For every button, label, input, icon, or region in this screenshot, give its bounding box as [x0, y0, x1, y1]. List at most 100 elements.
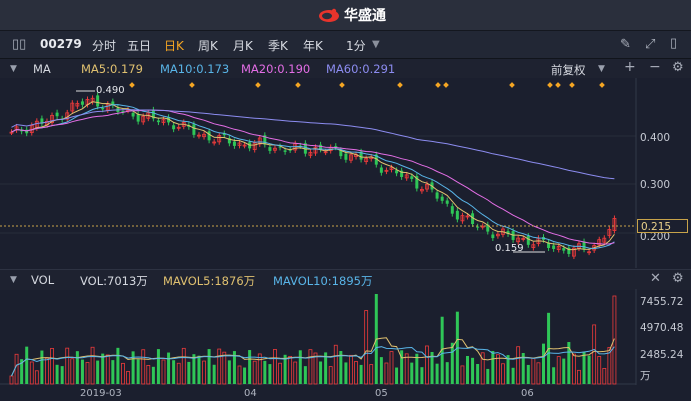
tab-monthly-k[interactable]: 月K [233, 39, 253, 53]
vol-collapse-chevron-icon[interactable]: ▼ [10, 275, 17, 285]
collapse-chevron-icon[interactable]: ▼ [10, 64, 17, 74]
volume-bar [161, 359, 166, 385]
tab-yearly-k[interactable]: 年K [303, 39, 323, 53]
volume-bar [592, 324, 597, 385]
panel-toggle-icon[interactable]: ▯ [670, 35, 678, 50]
fullscreen-icon[interactable]: ⤢ [645, 36, 656, 51]
candle-body [415, 176, 419, 189]
tab-daily-k[interactable]: 日K [164, 39, 184, 53]
ma20-value: MA20:0.190 [241, 62, 311, 76]
event-marker-icon [599, 82, 605, 88]
volume-bar [319, 361, 323, 384]
candle-body [278, 146, 282, 148]
candle-body [197, 134, 201, 137]
ma10-line [11, 104, 615, 250]
volume-bar [298, 350, 302, 384]
candle-body [257, 137, 262, 145]
candle-body [96, 95, 100, 107]
vol-settings-gear-icon[interactable]: ⚙ [672, 271, 684, 286]
candle-body [582, 241, 586, 250]
candle-body [349, 154, 353, 161]
candle-body [455, 210, 459, 220]
current-price-tag: 0.215 [637, 219, 688, 233]
tab-weekly-k[interactable]: 周K [198, 39, 218, 53]
event-marker-icon [295, 82, 301, 88]
volume-bar [354, 361, 358, 385]
ma5-line [11, 101, 615, 251]
candle-body [480, 225, 485, 228]
settings-gear-icon[interactable]: ⚙ [672, 60, 684, 75]
volume-bar [151, 366, 155, 384]
volume-bar [491, 350, 495, 384]
volume-bar [75, 351, 79, 384]
tab-intraday[interactable]: 分时 [92, 39, 117, 53]
tab-five-day[interactable]: 五日 [127, 39, 152, 53]
price-chart[interactable] [0, 78, 691, 268]
vol-axis-label-2485: 2485.24 [640, 349, 684, 361]
volume-bar [141, 349, 146, 385]
volume-bar [445, 362, 449, 384]
app-title: 华盛通 [344, 8, 386, 24]
close-icon[interactable]: ✕ [650, 271, 661, 286]
volume-bar [531, 357, 536, 385]
candle-body [283, 150, 287, 152]
candle-body [176, 126, 181, 129]
volume-bar [308, 349, 313, 385]
candle-body [141, 115, 146, 123]
volume-bar [511, 367, 515, 384]
tab-quarterly-k[interactable]: 季K [268, 39, 288, 53]
ma60-value: MA60:0.291 [326, 62, 396, 76]
chevron-down-icon[interactable]: ▼ [372, 39, 380, 50]
ma-legend-bar: ▼ MA MA5:0.179 MA10:0.173 MA20:0.190 MA6… [0, 59, 691, 78]
candle-body [419, 188, 424, 192]
adjust-select[interactable]: 前复权 [551, 63, 586, 77]
candle-body [232, 141, 236, 146]
volume-bar [450, 342, 454, 384]
volume-bar [85, 362, 90, 385]
volume-bar [268, 364, 272, 384]
ma5-value: MA5:0.179 [81, 62, 143, 76]
volume-bar [344, 362, 348, 384]
event-marker-icon [547, 82, 553, 88]
candle-body [612, 218, 617, 231]
volume-bar [181, 347, 186, 385]
volume-bar [60, 366, 64, 384]
candle-body [410, 176, 414, 179]
candle-body [552, 245, 556, 249]
event-marker-icon [129, 82, 135, 88]
candle-body [460, 215, 465, 222]
volume-bar [217, 348, 222, 385]
volume-bar [9, 375, 14, 385]
add-indicator-icon[interactable]: + [624, 59, 636, 75]
adjust-chevron-icon[interactable]: ▼ [598, 64, 605, 74]
event-marker-icon [189, 82, 195, 88]
volume-chart[interactable] [0, 289, 691, 385]
event-marker-icon [555, 82, 561, 88]
sidebar-toggle-icon[interactable]: ▯▯ [12, 36, 27, 51]
mavol10-value: MAVOL10:1895万 [273, 274, 373, 288]
draw-pencil-icon[interactable]: ✎ [620, 36, 631, 51]
volume-bar [339, 351, 343, 384]
volume-bar [105, 354, 110, 385]
volume-bar [313, 352, 318, 385]
candle-body [384, 169, 389, 172]
candle-body [222, 133, 226, 136]
volume-bar [20, 359, 24, 384]
volume-bar [293, 361, 298, 385]
date-tick-2019-03: 2019-03 [80, 388, 122, 399]
volume-bar [70, 358, 75, 385]
interval-select[interactable]: 1分 [346, 39, 366, 53]
candle-body [521, 238, 526, 240]
volume-bar [121, 362, 125, 385]
volume-bar [420, 367, 424, 384]
volume-bar [197, 355, 201, 384]
candle-body [334, 146, 338, 148]
candle-body [440, 196, 444, 201]
minus-icon[interactable]: − [649, 59, 661, 75]
volume-bar [156, 349, 160, 384]
mavol10-line [11, 346, 615, 377]
candle-body [486, 224, 490, 232]
volume-bar [471, 357, 475, 384]
volume-bar [359, 364, 363, 384]
candle-body [495, 233, 500, 237]
